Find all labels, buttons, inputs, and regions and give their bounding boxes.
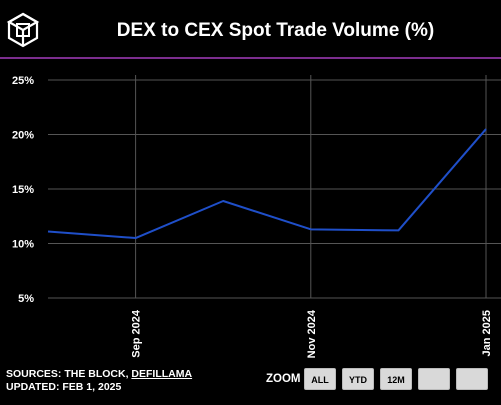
zoom-all-button[interactable]: ALL [304, 368, 336, 390]
x-axis-ticks: Sep 2024 Nov 2024 Jan 2025 [131, 309, 493, 358]
sources-note: SOURCES: THE BLOCK, DEFILLAMA UPDATED: F… [6, 368, 192, 394]
zoom-blank-button-1[interactable] [418, 368, 450, 390]
data-point[interactable] [483, 126, 489, 132]
y-tick-label: 10% [12, 239, 34, 251]
line-chart: 5% 10% 15% 20% 25% Sep 2024 Nov 2024 Jan 2025 [12, 75, 501, 358]
sources-link-defillama[interactable]: DEFILLAMA [131, 368, 193, 380]
y-tick-label: 25% [12, 75, 34, 87]
zoom-blank-button-2[interactable] [456, 368, 488, 390]
gridlines [48, 75, 501, 299]
x-tick-label: Jan 2025 [481, 310, 493, 356]
y-tick-label: 5% [18, 293, 34, 305]
x-tick-label: Nov 2024 [306, 309, 318, 358]
data-point[interactable] [220, 198, 226, 204]
y-tick-label: 20% [12, 130, 34, 142]
chart-title: DEX to CEX Spot Trade Volume (%) [116, 20, 435, 41]
data-point[interactable] [45, 229, 51, 235]
zoom-label: ZOOM [266, 373, 301, 385]
series-group [45, 126, 489, 241]
data-point[interactable] [133, 235, 139, 241]
updated-date: UPDATED: FEB 1, 2025 [6, 381, 122, 393]
x-tick-label: Sep 2024 [131, 309, 143, 358]
zoom-12m-button[interactable]: 12M [380, 368, 412, 390]
the-block-logo-icon [6, 12, 40, 48]
zoom-ytd-button[interactable]: YTD [342, 368, 374, 390]
y-tick-label: 15% [12, 184, 34, 196]
data-point[interactable] [395, 227, 401, 233]
title-accent-line [0, 57, 501, 59]
data-point[interactable] [308, 226, 314, 232]
y-axis-ticks: 5% 10% 15% 20% 25% [12, 75, 34, 305]
sources-prefix: SOURCES: THE BLOCK, [6, 368, 132, 380]
series-line [47, 128, 487, 240]
